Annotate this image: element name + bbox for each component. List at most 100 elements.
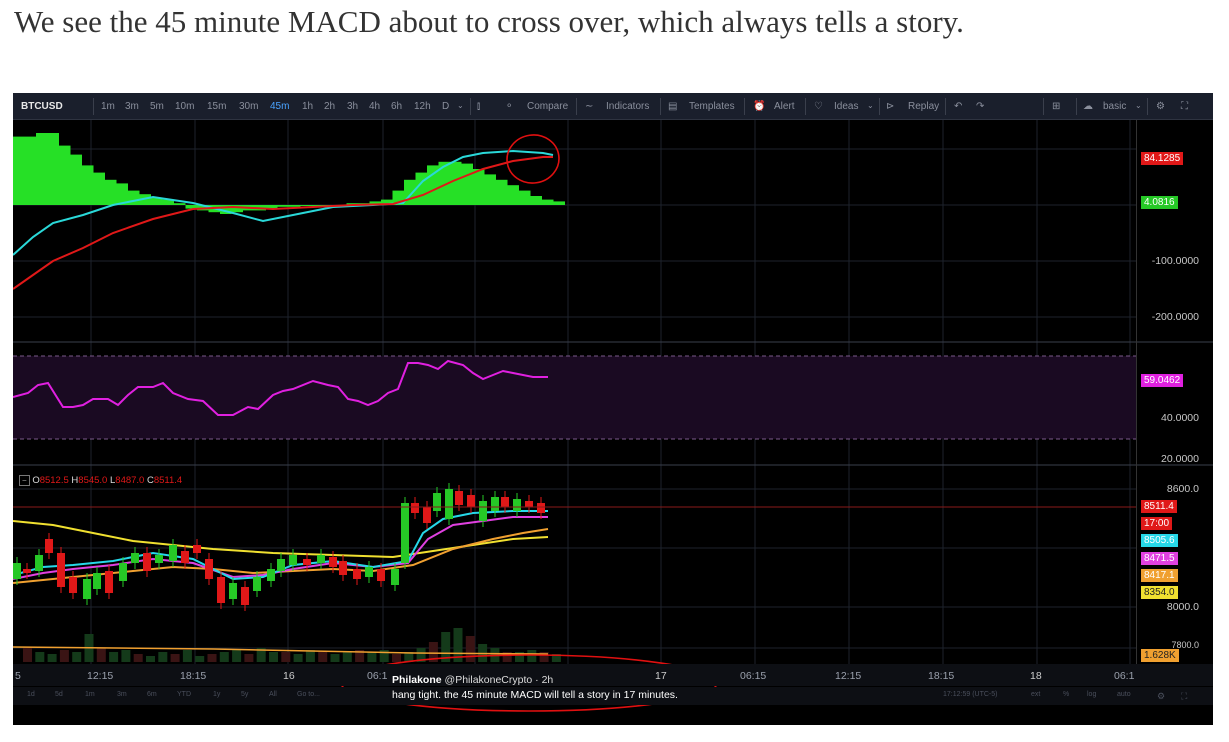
interval-3h[interactable]: 3h (347, 101, 359, 112)
candle-style-icon[interactable]: ⫾ (477, 101, 481, 112)
time-label: 18 (1030, 670, 1042, 682)
rsi-band (13, 356, 1136, 439)
range-1m[interactable]: 1m (85, 691, 95, 698)
tradingview-chart[interactable]: BTCUSD 1m 3m 5m 10m 15m 30m 45m 1h 2h 3h… (13, 93, 1213, 725)
range-1d[interactable]: 1d (27, 691, 35, 698)
compare-button[interactable]: Compare (527, 101, 569, 112)
chart-canvas[interactable] (13, 93, 1213, 725)
ideas-button[interactable]: Ideas (834, 101, 859, 112)
cloud-icon[interactable]: ☁ (1083, 101, 1093, 112)
interval-3m[interactable]: 3m (125, 101, 139, 112)
volume-bar (465, 636, 475, 662)
interval-15m[interactable]: 15m (207, 101, 227, 112)
volume-bar (404, 652, 414, 662)
histogram-bar (450, 161, 462, 205)
range-6m[interactable]: 6m (147, 691, 157, 698)
settings-gear-icon[interactable]: ⚙ (1156, 101, 1165, 112)
histogram-value-tag: 4.0816 (1141, 196, 1178, 209)
percent-toggle[interactable]: % (1063, 691, 1070, 698)
histogram-bar (220, 205, 232, 214)
candle (105, 571, 113, 593)
histogram-bar (473, 169, 485, 205)
settings-gear-icon[interactable]: ⚙ (1157, 691, 1166, 701)
ideas-icon[interactable]: ♡ (814, 101, 823, 112)
range-1y[interactable]: 1y (213, 691, 221, 698)
interval-4h[interactable]: 4h (369, 101, 381, 112)
interval-1h[interactable]: 1h (302, 101, 314, 112)
range-bar: 1d 5d 1m 3m 6m YTD 1y 5y All Go to... 17… (13, 687, 1213, 705)
candle (69, 577, 77, 593)
log-toggle[interactable]: log (1087, 691, 1097, 698)
volume-bar (35, 652, 45, 662)
undo-icon[interactable]: ↶ (954, 101, 963, 112)
chart-toolbar: BTCUSD 1m 3m 5m 10m 15m 30m 45m 1h 2h 3h… (13, 93, 1213, 120)
templates-button[interactable]: Templates (689, 101, 735, 112)
range-5d[interactable]: 5d (55, 691, 63, 698)
interval-12h[interactable]: 12h (414, 101, 431, 112)
interval-d[interactable]: D (442, 101, 450, 112)
layout-grid-icon[interactable]: ⊞ (1052, 101, 1061, 112)
fullscreen-icon[interactable]: ⛶ (1181, 101, 1188, 112)
candle (277, 559, 285, 571)
clock-label[interactable]: 17:12:59 (UTC-5) (943, 691, 998, 698)
redo-icon[interactable]: ↷ (976, 101, 985, 112)
interval-45m[interactable]: 45m (270, 101, 290, 112)
histogram-bar (174, 203, 186, 205)
templates-icon[interactable]: ▤ (668, 101, 678, 112)
symbol-label[interactable]: BTCUSD (21, 101, 63, 112)
range-3m[interactable]: 3m (117, 691, 127, 698)
candle (303, 559, 311, 565)
interval-30m[interactable]: 30m (239, 101, 259, 112)
interval-5m[interactable]: 5m (150, 101, 164, 112)
tweet-text: hang tight. the 45 minute MACD will tell… (392, 689, 678, 701)
interval-1m[interactable]: 1m (101, 101, 115, 112)
price-axis[interactable]: 84.1285 4.0816 -100.0000 -200.0000 59.04… (1136, 120, 1213, 675)
histogram-bar (36, 133, 48, 205)
volume-tag: 1.628K (1141, 649, 1179, 662)
volume-bar (305, 650, 315, 662)
histogram-bar (553, 201, 565, 205)
compare-icon[interactable]: ⚬ (505, 101, 514, 112)
histogram-bar (530, 196, 542, 205)
histogram-bar (128, 190, 140, 205)
interval-2h[interactable]: 2h (324, 101, 336, 112)
histogram-bar (13, 136, 25, 205)
price-axis-label: 7800.0 (1171, 640, 1199, 650)
rsi-value-tag: 59.0462 (1141, 374, 1184, 387)
volume-bar (318, 652, 328, 662)
fullscreen-icon[interactable]: ⛶ (1181, 691, 1188, 701)
auto-toggle[interactable]: auto (1117, 691, 1131, 698)
interval-10m[interactable]: 10m (175, 101, 195, 112)
replay-icon[interactable]: ⊳ (886, 101, 895, 112)
interval-6h[interactable]: 6h (391, 101, 403, 112)
volume-bar (195, 656, 205, 662)
ext-toggle[interactable]: ext (1031, 691, 1041, 698)
range-all[interactable]: All (269, 691, 277, 698)
price-axis-label: -100.0000 (1151, 255, 1199, 267)
volume-bar (416, 648, 426, 662)
range-5y[interactable]: 5y (241, 691, 249, 698)
chevron-down-icon[interactable]: ⌄ (867, 101, 874, 110)
range-ytd[interactable]: YTD (177, 691, 191, 698)
alert-button[interactable]: Alert (774, 101, 795, 112)
volume-bar (367, 652, 377, 662)
indicators-icon[interactable]: ∼ (585, 101, 594, 112)
volume-bar (256, 648, 266, 662)
time-label: 12:15 (87, 670, 114, 682)
volume-bar (281, 652, 291, 662)
time-axis[interactable]: 5 12:15 18:15 16 06:1 17 06:15 12:15 18:… (13, 664, 1213, 686)
goto-date-button[interactable]: Go to... (297, 691, 320, 698)
volume-bar (146, 656, 155, 662)
indicators-button[interactable]: Indicators (606, 101, 650, 112)
chevron-down-icon[interactable]: ⌄ (1135, 101, 1142, 110)
collapse-icon[interactable]: − (19, 475, 30, 486)
replay-button[interactable]: Replay (908, 101, 940, 112)
histogram-bar (507, 185, 519, 205)
histogram-bar (266, 205, 278, 209)
alert-icon[interactable]: ⏰ (753, 101, 766, 112)
chevron-down-icon[interactable]: ⌄ (457, 101, 464, 110)
price-axis-label: -200.0000 (1151, 311, 1199, 323)
layout-name[interactable]: basic (1103, 101, 1127, 112)
candle (365, 567, 373, 577)
candlesticks (13, 483, 545, 611)
